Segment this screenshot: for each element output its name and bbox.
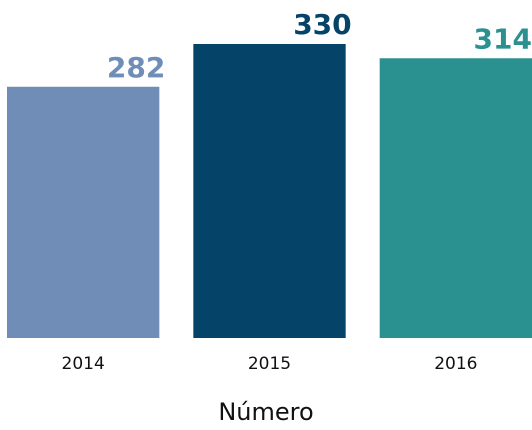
bar [7, 86, 160, 338]
bar [193, 44, 346, 338]
x-axis-label: Número [218, 398, 313, 426]
data-label: 282 [107, 51, 165, 84]
x-tick-label: 2014 [62, 354, 105, 374]
data-label: 314 [474, 22, 532, 55]
x-tick-label: 2016 [434, 354, 477, 374]
x-tick-label: 2015 [248, 354, 291, 374]
data-label: 330 [293, 8, 351, 41]
bar [379, 58, 532, 338]
